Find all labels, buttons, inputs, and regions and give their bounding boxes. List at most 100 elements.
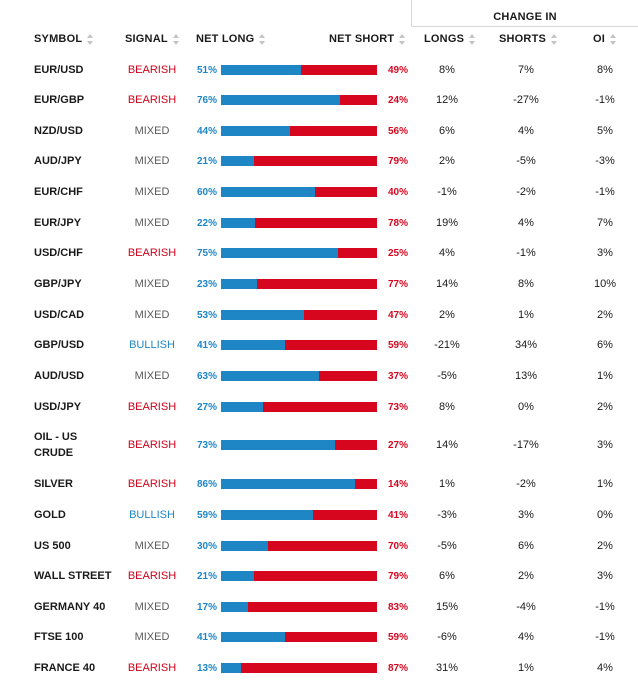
oi-change-cell: -1% <box>575 592 635 622</box>
symbol-cell[interactable]: GBP/JPY <box>34 269 124 299</box>
symbol-name[interactable]: GERMANY 40 <box>34 601 106 613</box>
oi-column-header[interactable]: OI <box>593 33 617 45</box>
net-long-cell: 73% <box>185 430 217 460</box>
symbol-name[interactable]: USD/CAD <box>34 309 85 321</box>
net-short-value: 41% <box>387 509 408 521</box>
table-row: GERMANY 40 MIXED 17% 83% 15% -4% -1% <box>0 592 638 622</box>
sort-icon[interactable] <box>399 33 406 45</box>
symbol-name[interactable]: FRANCE 40 <box>34 662 96 674</box>
symbol-name[interactable]: SILVER <box>34 478 73 490</box>
shorts-change-cell: 4% <box>494 116 558 146</box>
sort-icon[interactable] <box>551 33 558 45</box>
symbol-name[interactable]: AUD/JPY <box>34 155 82 167</box>
net-short-cell: 79% <box>382 146 408 176</box>
symbol-name[interactable]: OIL - US CRUDE <box>34 431 78 459</box>
shorts-change-value: 8% <box>518 278 534 290</box>
symbol-cell[interactable]: WALL STREET <box>34 561 124 591</box>
symbol-name[interactable]: EUR/CHF <box>34 186 83 198</box>
symbol-cell[interactable]: FTSE 100 <box>34 622 124 652</box>
shorts-column-header[interactable]: SHORTS <box>499 33 558 45</box>
symbol-cell[interactable]: GBP/USD <box>34 330 124 360</box>
net-long-value: 60% <box>196 186 217 198</box>
sort-icon[interactable] <box>469 33 476 45</box>
net-short-cell: 25% <box>382 238 408 268</box>
signal-cell: MIXED <box>120 269 184 299</box>
sentiment-bar-long-fill <box>221 663 242 673</box>
table-row: SILVER BEARISH 86% 14% 1% -2% 1% <box>0 469 638 499</box>
symbol-name[interactable]: US 500 <box>34 540 71 552</box>
net-long-header-label: NET LONG <box>196 33 255 45</box>
sentiment-bar <box>221 187 377 197</box>
signal-label: MIXED <box>134 278 170 290</box>
symbol-name[interactable]: FTSE 100 <box>34 631 84 643</box>
symbol-name[interactable]: GBP/JPY <box>34 278 82 290</box>
oi-change-value: 1% <box>597 478 613 490</box>
shorts-change-value: -2% <box>516 186 536 198</box>
symbol-cell[interactable]: NZD/USD <box>34 116 124 146</box>
longs-change-cell: 19% <box>420 208 474 238</box>
symbol-name[interactable]: USD/JPY <box>34 401 82 413</box>
symbol-column-header[interactable]: SYMBOL <box>34 33 94 45</box>
oi-change-cell: 10% <box>575 269 635 299</box>
symbol-cell[interactable]: EUR/USD <box>34 55 124 85</box>
symbol-cell[interactable]: GERMANY 40 <box>34 592 124 622</box>
net-short-value: 87% <box>387 662 408 674</box>
symbol-cell[interactable]: USD/CHF <box>34 238 124 268</box>
signal-cell: BEARISH <box>120 85 184 115</box>
sort-icon[interactable] <box>87 33 94 45</box>
symbol-name[interactable]: EUR/JPY <box>34 217 82 229</box>
symbol-cell[interactable]: OIL - US CRUDE <box>34 430 124 460</box>
sort-icon[interactable] <box>610 33 617 45</box>
oi-change-value: 2% <box>597 540 613 552</box>
symbol-name[interactable]: GOLD <box>34 509 66 521</box>
symbol-name[interactable]: EUR/USD <box>34 64 84 76</box>
oi-change-value: 2% <box>597 401 613 413</box>
longs-change-value: 12% <box>435 94 459 106</box>
signal-column-header[interactable]: SIGNAL <box>125 33 180 45</box>
longs-column-header[interactable]: LONGS <box>424 33 476 45</box>
longs-change-value: 19% <box>435 217 459 229</box>
symbol-name[interactable]: WALL STREET <box>34 570 112 582</box>
symbol-cell[interactable]: EUR/JPY <box>34 208 124 238</box>
symbol-name[interactable]: GBP/USD <box>34 339 85 351</box>
symbol-name[interactable]: AUD/USD <box>34 370 85 382</box>
net-short-value: 24% <box>387 94 408 106</box>
symbol-name[interactable]: EUR/GBP <box>34 94 85 106</box>
change-in-group-header: CHANGE IN <box>411 0 638 27</box>
table-row: GOLD BULLISH 59% 41% -3% 3% 0% <box>0 500 638 530</box>
symbol-name[interactable]: NZD/USD <box>34 125 83 137</box>
net-short-column-header[interactable]: NET SHORT <box>329 33 406 45</box>
net-long-cell: 21% <box>185 146 217 176</box>
shorts-change-cell: -27% <box>494 85 558 115</box>
oi-change-value: 1% <box>597 370 613 382</box>
symbol-cell[interactable]: GOLD <box>34 500 124 530</box>
shorts-change-cell: 7% <box>494 55 558 85</box>
net-long-column-header[interactable]: NET LONG <box>196 33 266 45</box>
symbol-cell[interactable]: USD/JPY <box>34 392 124 422</box>
net-short-value: 27% <box>387 439 408 451</box>
oi-change-value: 2% <box>597 309 613 321</box>
shorts-change-value: -17% <box>513 439 539 451</box>
sentiment-bar-long-fill <box>221 402 264 412</box>
symbol-cell[interactable]: FRANCE 40 <box>34 653 124 683</box>
shorts-change-cell: 2% <box>494 561 558 591</box>
symbol-cell[interactable]: US 500 <box>34 531 124 561</box>
signal-label: MIXED <box>134 601 170 613</box>
net-long-value: 13% <box>196 662 217 674</box>
symbol-cell[interactable]: SILVER <box>34 469 124 499</box>
symbol-cell[interactable]: USD/CAD <box>34 300 124 330</box>
symbol-cell[interactable]: EUR/GBP <box>34 85 124 115</box>
symbol-name[interactable]: USD/CHF <box>34 247 83 259</box>
symbol-cell[interactable]: EUR/CHF <box>34 177 124 207</box>
shorts-change-cell: 4% <box>494 622 558 652</box>
longs-change-value: 8% <box>439 64 455 76</box>
oi-change-value: -3% <box>595 155 615 167</box>
net-short-cell: 37% <box>382 361 408 391</box>
sort-icon[interactable] <box>259 33 266 45</box>
signal-label: BEARISH <box>127 570 177 582</box>
symbol-cell[interactable]: AUD/JPY <box>34 146 124 176</box>
oi-change-value: -1% <box>595 186 615 198</box>
sort-icon[interactable] <box>172 33 180 45</box>
signal-label: BEARISH <box>127 478 177 490</box>
symbol-cell[interactable]: AUD/USD <box>34 361 124 391</box>
